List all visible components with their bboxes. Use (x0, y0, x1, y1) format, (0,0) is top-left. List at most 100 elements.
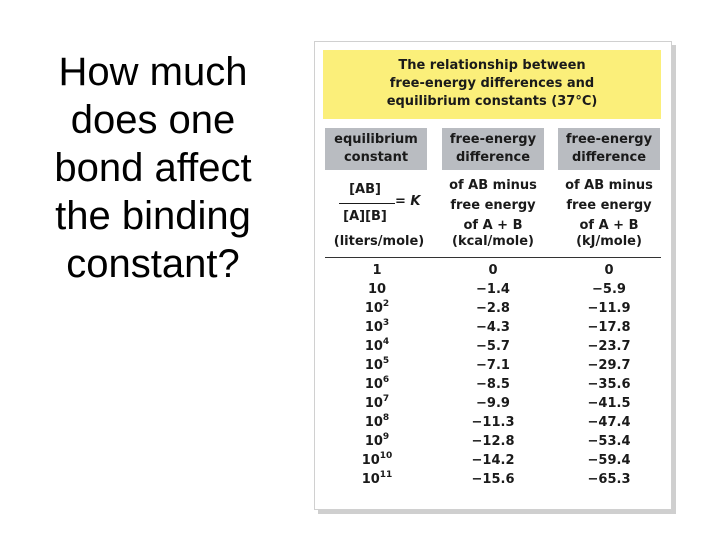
kj-value-cell: −53.4 (587, 434, 631, 449)
header-line: difference (455, 150, 531, 165)
header-line: constant (343, 150, 409, 165)
subheader-line: of AB minus (449, 178, 537, 193)
figure-title: The relationship between free-energy dif… (323, 50, 661, 119)
constant-base: 1 (372, 263, 382, 278)
subheader-line: of AB minus (565, 178, 653, 193)
kj-value-cell: 0 (604, 263, 614, 278)
header-line: free-energy (565, 132, 653, 147)
kj-value-cell: −23.7 (587, 339, 631, 354)
kj-value-cell: −11.9 (587, 301, 631, 316)
units-liters-per-mole: (liters/mole) (333, 234, 425, 249)
formula-equals: = (395, 194, 411, 209)
formula-k-symbol: K (410, 194, 421, 209)
subheader-kcal: of AB minus free energy of A + B (442, 176, 544, 236)
constant-base: 10 (367, 282, 387, 297)
equilibrium-constant-cell: 109 (327, 432, 427, 453)
equilibrium-constant-cell: 1010 (327, 451, 427, 472)
constant-exponent: 8 (382, 413, 390, 423)
title-line: free-energy differences and (389, 76, 595, 91)
table-row: 108 −11.3 −47.4 (315, 413, 671, 432)
constant-base: 10 (364, 396, 383, 411)
constant-base: 10 (364, 358, 383, 373)
constant-base: 10 (364, 415, 383, 430)
constant-base: 10 (364, 320, 383, 335)
table-row: 109 −12.8 −53.4 (315, 432, 671, 451)
kj-value-cell: −41.5 (587, 396, 631, 411)
kcal-value-cell: −1.4 (476, 282, 510, 297)
formula-denominator: [A][B] (343, 209, 387, 224)
kcal-value-cell: −2.8 (476, 301, 510, 316)
free-energy-table-figure: The relationship between free-energy dif… (314, 41, 672, 510)
header-divider (325, 257, 661, 258)
question-line: the binding (55, 194, 251, 238)
table-row: 102 −2.8 −11.9 (315, 299, 671, 318)
slide-question: How much does one bond affect the bindin… (28, 48, 278, 288)
equilibrium-constant-cell: 107 (327, 394, 427, 415)
kcal-value-cell: −4.3 (476, 320, 510, 335)
question-line: How much (58, 50, 248, 94)
table-row: 1 0 0 (315, 261, 671, 280)
constant-exponent: 3 (382, 318, 390, 328)
constant-base: 10 (364, 339, 383, 354)
table-row: 104 −5.7 −23.7 (315, 337, 671, 356)
question-line: bond affect (54, 146, 252, 190)
kj-value-cell: −5.9 (592, 282, 626, 297)
title-line: equilibrium constants (37°C) (386, 94, 598, 109)
constant-exponent: 5 (382, 356, 390, 366)
equilibrium-constant-cell: 105 (327, 356, 427, 377)
kcal-value-cell: −12.8 (471, 434, 515, 449)
header-line: difference (571, 150, 647, 165)
formula-equals-k: = K (395, 194, 421, 209)
table-row: 107 −9.9 −41.5 (315, 394, 671, 413)
title-line: The relationship between (398, 58, 586, 73)
equilibrium-constant-cell: 102 (327, 299, 427, 320)
constant-base: 10 (361, 453, 380, 468)
header-free-energy-kj: free-energy difference (558, 128, 660, 170)
header-line: free-energy (449, 132, 537, 147)
equilibrium-constant-cell: 1011 (327, 470, 427, 491)
table-row: 103 −4.3 −17.8 (315, 318, 671, 337)
kj-value-cell: −17.8 (587, 320, 631, 335)
equilibrium-constant-cell: 10 (327, 280, 427, 299)
subheader-line: free energy (450, 198, 536, 213)
header-equilibrium-constant: equilibrium constant (325, 128, 427, 170)
constant-base: 10 (364, 434, 383, 449)
kcal-value-cell: −9.9 (476, 396, 510, 411)
subheader-line: of A + B (579, 218, 639, 233)
constant-exponent: 11 (379, 470, 393, 480)
equilibrium-constant-cell: 1 (327, 261, 427, 280)
table-row: 1011 −15.6 −65.3 (315, 470, 671, 489)
equilibrium-formula: [AB] [A][B] = K (327, 182, 427, 228)
constant-base: 10 (364, 301, 383, 316)
fraction-bar (339, 203, 395, 204)
constant-exponent: 7 (382, 394, 390, 404)
kcal-value-cell: −14.2 (471, 453, 515, 468)
kj-value-cell: −47.4 (587, 415, 631, 430)
equilibrium-constant-cell: 104 (327, 337, 427, 358)
equilibrium-constant-cell: 103 (327, 318, 427, 339)
units-kcal-per-mole: (kcal/mole) (452, 234, 534, 249)
formula-numerator: [AB] (349, 182, 381, 197)
constant-exponent: 9 (382, 432, 390, 442)
equilibrium-constant-cell: 106 (327, 375, 427, 396)
units-kj-per-mole: (kJ/mole) (576, 234, 642, 249)
constant-exponent: 10 (379, 451, 393, 461)
table-row: 10 −1.4 −5.9 (315, 280, 671, 299)
constant-exponent: 6 (382, 375, 390, 385)
kj-value-cell: −65.3 (587, 472, 631, 487)
kcal-value-cell: −7.1 (476, 358, 510, 373)
subheader-line: of A + B (463, 218, 523, 233)
constant-base: 10 (361, 472, 380, 487)
kcal-value-cell: −11.3 (471, 415, 515, 430)
subheader-kj: of AB minus free energy of A + B (558, 176, 660, 236)
kj-value-cell: −35.6 (587, 377, 631, 392)
kj-value-cell: −59.4 (587, 453, 631, 468)
equilibrium-constant-cell: 108 (327, 413, 427, 434)
subheader-line: free energy (566, 198, 652, 213)
table-row: 1010 −14.2 −59.4 (315, 451, 671, 470)
kcal-value-cell: −8.5 (476, 377, 510, 392)
question-line: does one (70, 98, 236, 142)
constant-exponent: 2 (382, 299, 390, 309)
header-free-energy-kcal: free-energy difference (442, 128, 544, 170)
kcal-value-cell: 0 (488, 263, 498, 278)
